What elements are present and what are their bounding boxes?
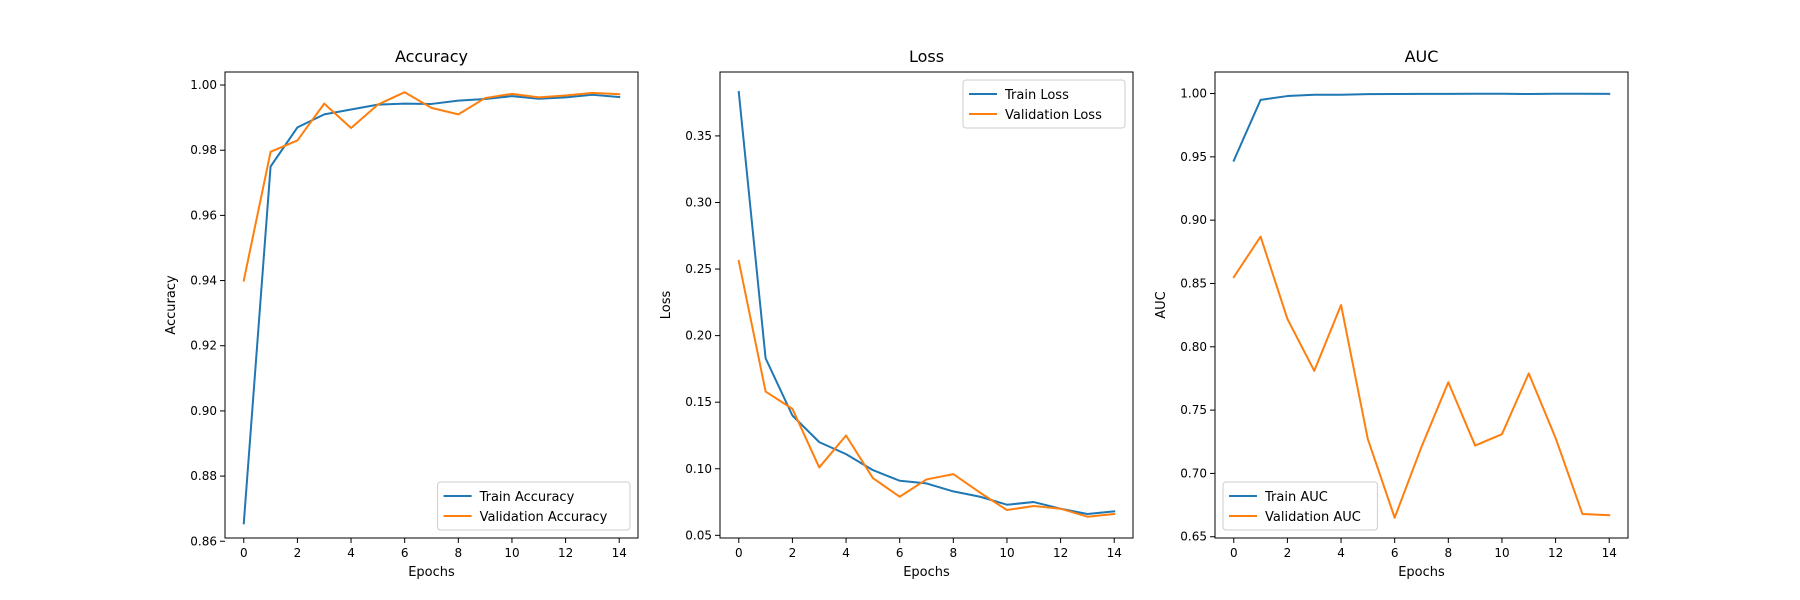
y-tick-label: 0.90 [1180, 213, 1207, 227]
y-tick-label: 0.20 [685, 329, 712, 343]
legend: Train Loss Validation Loss [962, 79, 1126, 129]
x-tick-label: 14 [1602, 546, 1617, 560]
series-line-train [737, 90, 1116, 516]
series-line-validation [737, 259, 1116, 518]
x-tick-label: 2 [1284, 546, 1292, 560]
y-tick-label: 0.88 [190, 469, 217, 483]
y-tick-label: 0.10 [685, 462, 712, 476]
legend-label: Train AUC [1264, 490, 1328, 505]
chart-title: Loss [909, 47, 944, 66]
chart-title: Accuracy [395, 47, 468, 66]
y-tick-label: 0.96 [190, 208, 217, 222]
y-tick-label: 0.98 [190, 143, 217, 157]
x-tick-label: 4 [842, 546, 850, 560]
chart-panel-3: AUC 0 2 4 6 8 10 12 14 0.65 0.70 0.75 0.80 0.85 0.90 0.… [1154, 47, 1629, 580]
y-tick-label: 0.92 [190, 339, 217, 353]
x-axis-label: Epochs [408, 565, 455, 580]
x-tick-label: 2 [294, 546, 302, 560]
series-group [1232, 92, 1611, 519]
plot-frame [719, 71, 1134, 539]
x-tick-label: 0 [735, 546, 743, 560]
y-tick-label: 0.70 [1180, 466, 1207, 480]
x-tick-label: 12 [1053, 546, 1068, 560]
series-line-train [1232, 92, 1611, 162]
chart-panel-1: Accuracy 0 2 4 6 8 10 12 14 0.86 0.88 0.90 0.92 0.94 0… [164, 47, 639, 580]
chart-title: AUC [1405, 47, 1439, 66]
y-tick-label: 0.90 [190, 404, 217, 418]
legend-label: Train Loss [1004, 88, 1069, 103]
x-tick-label: 10 [504, 546, 519, 560]
x-tick-label: 6 [401, 546, 409, 560]
plot-frame [224, 71, 639, 539]
series-line-validation [242, 91, 621, 282]
x-tick-label: 4 [347, 546, 355, 560]
x-tick-label: 4 [1337, 546, 1345, 560]
x-tick-label: 12 [558, 546, 573, 560]
y-tick-label: 0.85 [1180, 276, 1207, 290]
x-axis-label: Epochs [1398, 565, 1445, 580]
legend-label: Validation AUC [1265, 510, 1361, 525]
series-line-validation [1232, 235, 1611, 519]
x-tick-label: 8 [454, 546, 462, 560]
y-tick-label: 0.35 [685, 129, 712, 143]
y-tick-label: 0.94 [190, 274, 217, 288]
x-axis-label: Epochs [903, 565, 950, 580]
y-tick-label: 0.86 [190, 534, 217, 548]
series-group [242, 91, 621, 525]
legend-label: Train Accuracy [479, 490, 575, 505]
y-tick-label: 0.80 [1180, 340, 1207, 354]
x-tick-label: 6 [1391, 546, 1399, 560]
x-tick-label: 0 [1230, 546, 1238, 560]
y-tick-label: 0.30 [685, 195, 712, 209]
legend-label: Validation Accuracy [480, 510, 608, 525]
series-group [737, 90, 1116, 518]
legend-box [437, 481, 631, 531]
legend: Train AUC Validation AUC [1222, 481, 1378, 531]
y-tick-label: 1.00 [190, 78, 217, 92]
plot-frame [1214, 71, 1629, 539]
y-tick-label: 0.65 [1180, 530, 1207, 544]
y-axis-label: Accuracy [164, 275, 179, 335]
y-tick-label: 0.25 [685, 262, 712, 276]
legend-box [962, 79, 1126, 129]
legend-label: Validation Loss [1005, 108, 1102, 123]
legend: Train Accuracy Validation Accuracy [437, 481, 631, 531]
x-tick-label: 10 [999, 546, 1014, 560]
chart-panel-2: Loss 0 2 4 6 8 10 12 14 0.05 0.10 0.15 0.20 0.25 0.30 0… [659, 47, 1134, 580]
y-tick-label: 0.05 [685, 528, 712, 542]
x-tick-label: 2 [789, 546, 797, 560]
x-tick-label: 8 [1444, 546, 1452, 560]
legend-box [1222, 481, 1378, 531]
x-tick-label: 14 [1107, 546, 1122, 560]
y-axis-label: Loss [659, 291, 674, 320]
y-tick-label: 0.95 [1180, 150, 1207, 164]
x-tick-label: 12 [1548, 546, 1563, 560]
y-tick-label: 0.15 [685, 395, 712, 409]
x-tick-label: 8 [949, 546, 957, 560]
x-tick-label: 0 [240, 546, 248, 560]
y-tick-label: 1.00 [1180, 87, 1207, 101]
x-tick-label: 6 [896, 546, 904, 560]
series-line-train [242, 93, 621, 525]
y-axis-label: AUC [1154, 291, 1169, 319]
y-tick-label: 0.75 [1180, 403, 1207, 417]
x-tick-label: 14 [612, 546, 627, 560]
x-tick-label: 10 [1494, 546, 1509, 560]
